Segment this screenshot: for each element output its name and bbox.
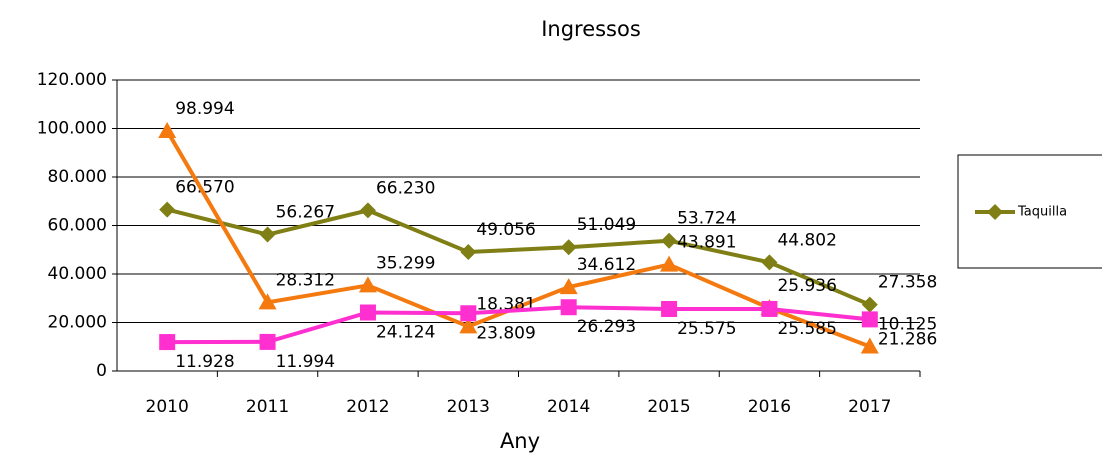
series-line xyxy=(167,305,871,345)
data-label: 34.612 xyxy=(577,255,636,275)
point xyxy=(761,300,778,317)
data-label: 44.802 xyxy=(777,230,836,250)
data-label: 11.928 xyxy=(175,352,234,372)
data-label: 11.994 xyxy=(276,352,335,372)
data-label: 66.570 xyxy=(175,178,234,198)
point xyxy=(761,254,778,271)
point xyxy=(259,333,276,350)
x-tick-label: 2015 xyxy=(647,397,690,417)
data-label: 23.809 xyxy=(476,323,535,343)
data-label: 24.124 xyxy=(376,322,435,342)
legend-label: Taquilla xyxy=(1017,205,1067,220)
series-line xyxy=(165,129,871,349)
data-label: 66.230 xyxy=(376,178,435,198)
point xyxy=(560,299,577,316)
y-tick-label: 60.000 xyxy=(48,216,107,236)
point xyxy=(861,311,878,328)
point xyxy=(987,204,1003,220)
data-label: 27.358 xyxy=(878,273,937,293)
data-label: 25.585 xyxy=(777,319,836,339)
series-line xyxy=(166,207,871,307)
point xyxy=(159,334,176,351)
y-tick-label: 0 xyxy=(96,361,107,381)
point xyxy=(660,255,679,272)
y-tick-label: 20.000 xyxy=(48,313,107,333)
data-label: 49.056 xyxy=(476,220,535,240)
point xyxy=(861,296,878,313)
point xyxy=(560,239,577,256)
point xyxy=(559,278,578,295)
x-tick-label: 2014 xyxy=(547,397,590,417)
x-tick-label: 2013 xyxy=(447,397,490,417)
data-label: 35.299 xyxy=(376,253,435,273)
x-tick-label: 2012 xyxy=(346,397,389,417)
point xyxy=(258,293,277,310)
y-tick-label: 120.000 xyxy=(37,70,107,90)
data-label: 25.936 xyxy=(777,276,836,296)
point xyxy=(159,201,176,218)
data-label: 28.312 xyxy=(276,270,335,290)
data-label: 43.891 xyxy=(677,233,736,253)
x-tick-label: 2017 xyxy=(848,397,891,417)
x-tick-label: 2010 xyxy=(146,397,189,417)
point xyxy=(158,121,177,138)
point xyxy=(459,317,478,334)
y-tick-label: 40.000 xyxy=(48,264,107,284)
data-label: 56.267 xyxy=(276,203,335,223)
point xyxy=(661,232,678,249)
x-tick-label: 2011 xyxy=(246,397,289,417)
point xyxy=(359,304,376,321)
data-label: 21.286 xyxy=(878,329,937,349)
point xyxy=(661,300,678,317)
point xyxy=(460,305,477,322)
point xyxy=(358,276,377,293)
y-tick-label: 80.000 xyxy=(48,167,107,187)
y-tick-label: 100.000 xyxy=(37,119,107,139)
data-label: 25.575 xyxy=(677,319,736,339)
data-label: 98.994 xyxy=(175,99,234,119)
point xyxy=(460,244,477,261)
chart-title: Ingressos xyxy=(541,17,641,41)
point xyxy=(860,337,879,354)
data-label: 51.049 xyxy=(577,215,636,235)
data-label: 10.125 xyxy=(878,314,937,334)
data-label: 53.724 xyxy=(677,209,736,229)
x-tick-label: 2016 xyxy=(748,397,791,417)
data-label: 26.293 xyxy=(577,317,636,337)
point xyxy=(359,202,376,219)
point xyxy=(259,226,276,243)
x-axis-label: Any xyxy=(500,429,540,453)
